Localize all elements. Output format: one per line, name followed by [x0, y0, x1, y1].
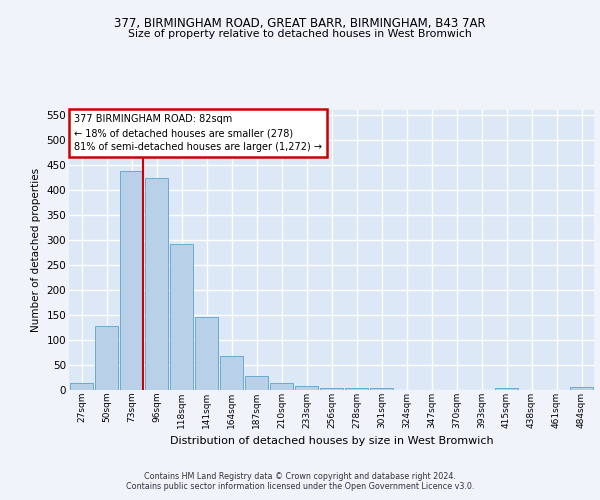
Bar: [220, 356, 243, 390]
Bar: [320, 388, 343, 390]
Bar: [295, 386, 318, 390]
Bar: [345, 388, 368, 390]
Bar: [270, 383, 293, 390]
Bar: [170, 244, 193, 390]
Bar: [370, 388, 393, 390]
Text: Contains HM Land Registry data © Crown copyright and database right 2024.: Contains HM Land Registry data © Crown c…: [144, 472, 456, 481]
Bar: [245, 376, 268, 390]
Text: Size of property relative to detached houses in West Bromwich: Size of property relative to detached ho…: [128, 29, 472, 39]
Text: 377 BIRMINGHAM ROAD: 82sqm
← 18% of detached houses are smaller (278)
81% of sem: 377 BIRMINGHAM ROAD: 82sqm ← 18% of deta…: [74, 114, 322, 152]
Text: Contains public sector information licensed under the Open Government Licence v3: Contains public sector information licen…: [126, 482, 474, 491]
Bar: [120, 170, 143, 390]
Text: 377, BIRMINGHAM ROAD, GREAT BARR, BIRMINGHAM, B43 7AR: 377, BIRMINGHAM ROAD, GREAT BARR, BIRMIN…: [114, 18, 486, 30]
Y-axis label: Number of detached properties: Number of detached properties: [31, 168, 41, 332]
Bar: [70, 382, 93, 390]
Bar: [195, 316, 218, 390]
X-axis label: Distribution of detached houses by size in West Bromwich: Distribution of detached houses by size …: [170, 436, 493, 446]
Bar: [95, 326, 118, 390]
Bar: [495, 388, 518, 390]
Bar: [145, 178, 168, 390]
Bar: [570, 387, 593, 390]
